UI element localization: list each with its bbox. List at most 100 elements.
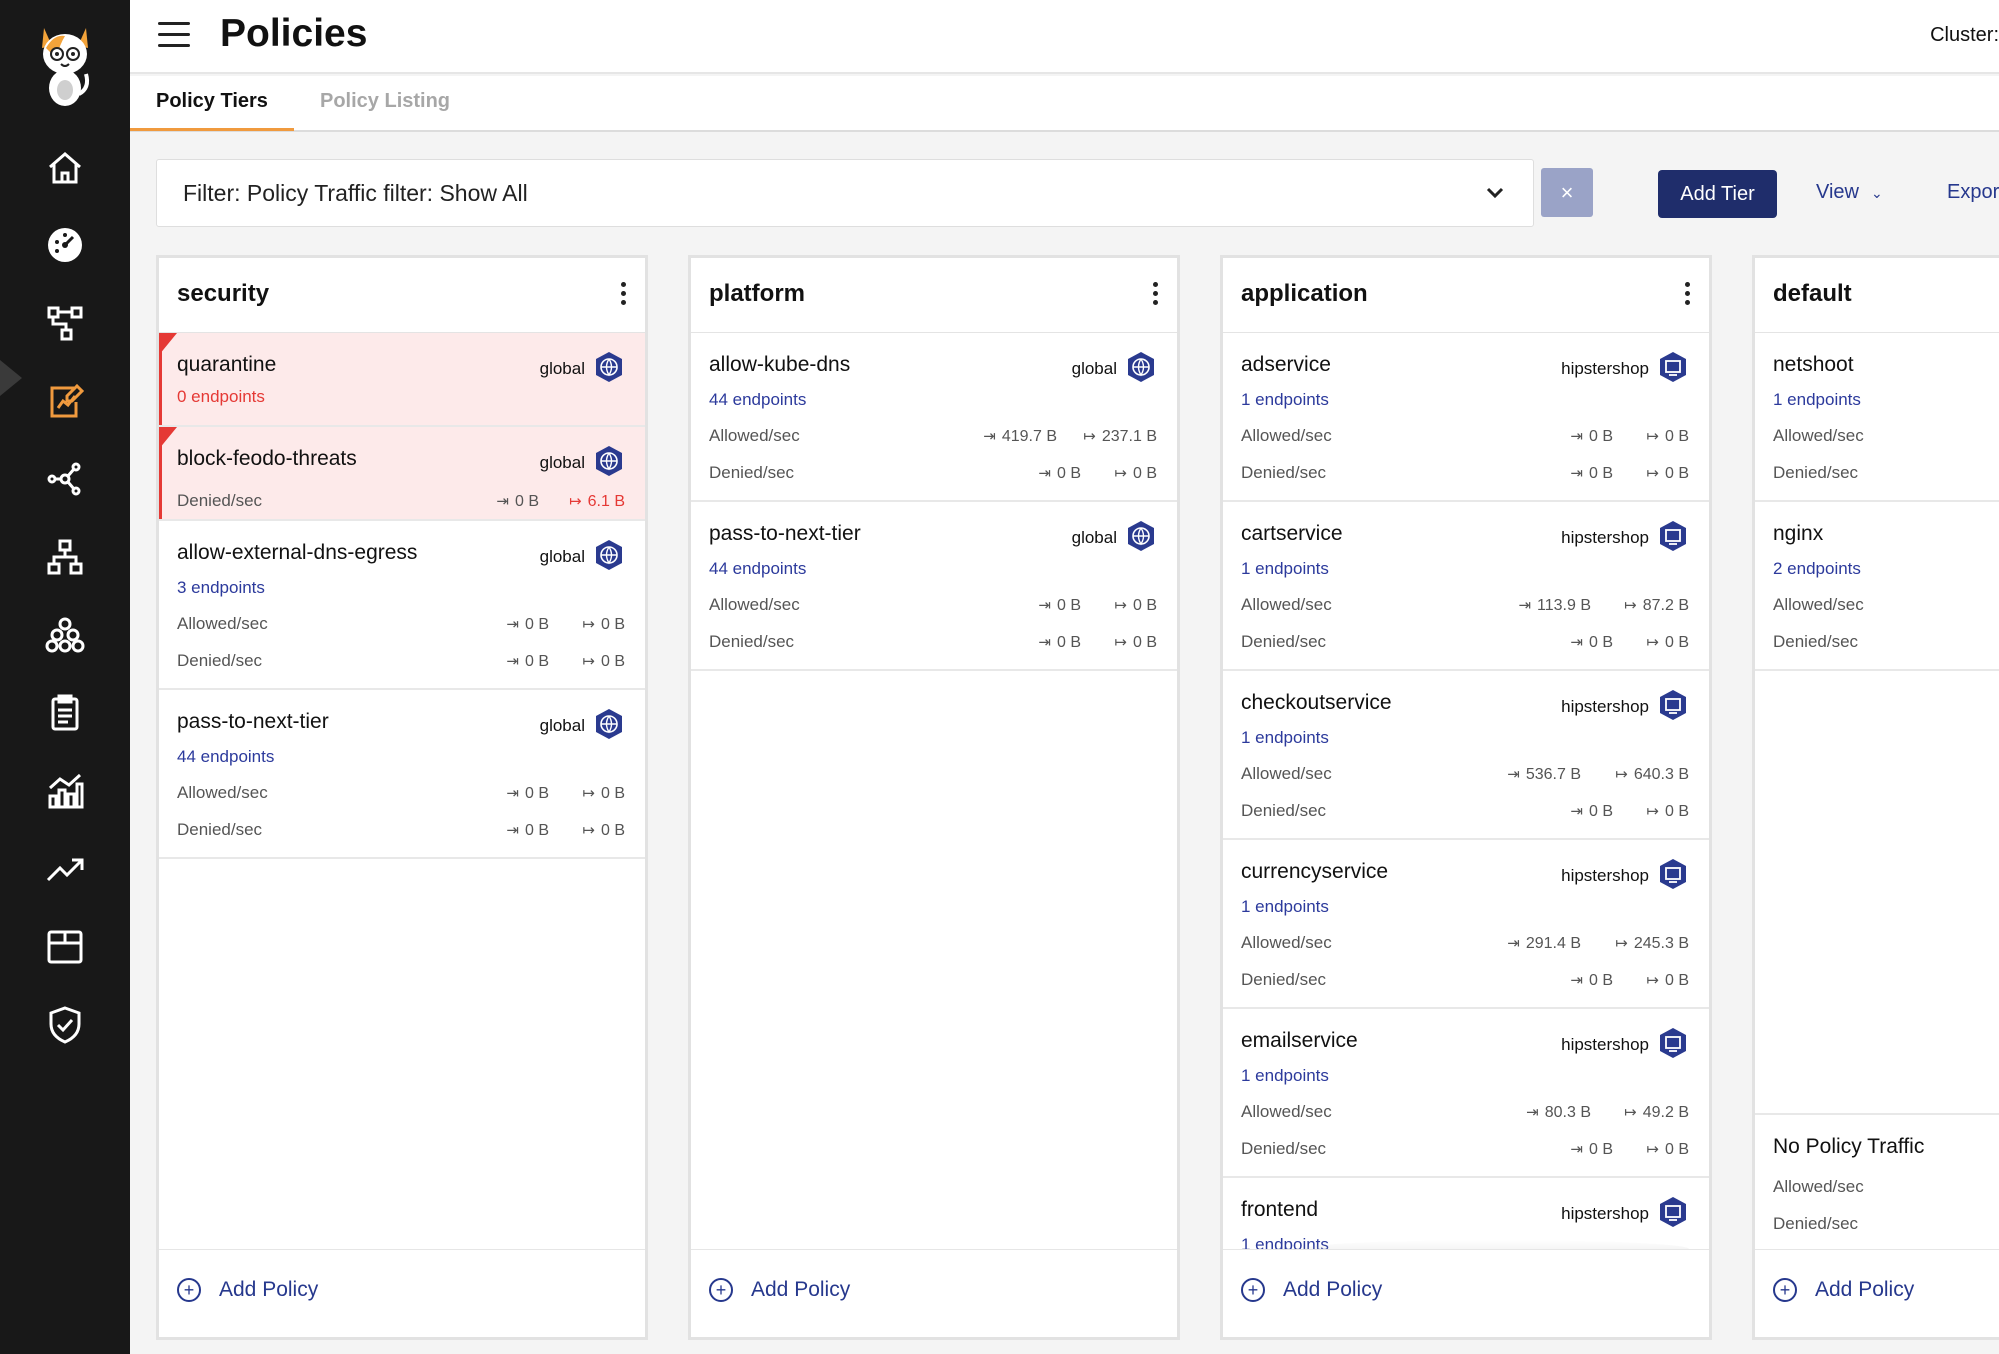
nav-analytics-icon[interactable]: [40, 766, 90, 816]
nav-active-notch: [0, 360, 22, 396]
policy-name: adservice: [1241, 353, 1331, 376]
add-policy-button[interactable]: + Add Policy: [709, 1278, 850, 1302]
policy-card-nginx[interactable]: nginx 2 endpoints Allowed/sec Denied/sec: [1755, 502, 1999, 671]
egress-arrow-icon: ↦: [582, 616, 595, 633]
policy-endpoints[interactable]: 1 endpoints: [1241, 1066, 1329, 1085]
ingress-arrow-icon: ⇥: [506, 785, 519, 802]
policy-namespace: global: [1071, 528, 1117, 547]
policy-endpoints[interactable]: 44 endpoints: [709, 559, 807, 578]
policy-endpoints[interactable]: 2 endpoints: [1773, 559, 1861, 578]
nav-network-sets-icon[interactable]: [40, 532, 90, 582]
allowed-egress-value: ↦ 0 B: [582, 616, 625, 633]
policy-namespace: global: [1071, 359, 1117, 378]
nav-home-icon[interactable]: [40, 143, 90, 193]
policy-endpoints[interactable]: 44 endpoints: [177, 747, 275, 766]
policy-name: netshoot: [1773, 353, 1854, 376]
policy-card-netshoot[interactable]: netshoot 1 endpoints Allowed/sec Denied/…: [1755, 333, 1999, 502]
add-tier-button[interactable]: Add Tier: [1658, 170, 1777, 218]
view-dropdown-button[interactable]: View ⌄: [1816, 181, 1883, 204]
policy-card-allow-external-dns-egress[interactable]: allow-external-dns-egress global 3 endpo…: [159, 521, 645, 690]
tab-policy-tiers[interactable]: Policy Tiers: [156, 90, 268, 112]
allowed-label: Allowed/sec: [177, 614, 268, 633]
nav-packages-icon[interactable]: [40, 922, 90, 972]
namespace-icon: [1660, 352, 1686, 382]
policy-namespace: hipstershop: [1561, 528, 1649, 547]
egress-arrow-icon: ↦: [1646, 634, 1659, 651]
policy-card-cartservice[interactable]: cartservice hipstershop 1 endpoints Allo…: [1223, 502, 1709, 671]
denied-ingress-value: ⇥ 0 B: [496, 493, 539, 510]
policy-card-currencyservice[interactable]: currencyservice hipstershop 1 endpoints …: [1223, 840, 1709, 1009]
ingress-arrow-icon: ⇥: [1570, 428, 1583, 445]
nav-nodes-icon[interactable]: [40, 610, 90, 660]
denied-egress-value: ↦ 0 B: [582, 822, 625, 839]
policy-endpoints[interactable]: 1 endpoints: [1241, 559, 1329, 578]
hamburger-menu-icon[interactable]: [158, 22, 190, 48]
egress-arrow-icon: ↦: [1114, 465, 1127, 482]
traffic-filter-select[interactable]: Filter: Policy Traffic filter: Show All: [156, 159, 1534, 227]
policy-card-checkoutservice[interactable]: checkoutservice hipstershop 1 endpoints …: [1223, 671, 1709, 840]
egress-arrow-icon: ↦: [582, 653, 595, 670]
nav-compliance-icon[interactable]: [40, 688, 90, 738]
denied-label: Denied/sec: [1773, 1214, 1859, 1233]
tab-bar: Policy Tiers Policy Listing: [130, 76, 1999, 132]
policy-endpoints[interactable]: 3 endpoints: [177, 578, 265, 597]
no-policy-traffic-card: No Policy Traffic Allowed/sec Denied/sec: [1755, 1113, 1999, 1253]
nav-security-shield-icon[interactable]: [40, 1000, 90, 1050]
policy-card-emailservice[interactable]: emailservice hipstershop 1 endpoints All…: [1223, 1009, 1709, 1178]
namespace-icon: [1660, 859, 1686, 889]
policy-name: allow-kube-dns: [709, 353, 851, 376]
policy-card-pass-to-next-tier[interactable]: pass-to-next-tier global 44 endpoints Al…: [691, 502, 1177, 671]
allowed-egress-value: ↦ 0 B: [1114, 597, 1157, 614]
denied-egress-value: ↦ 0 B: [1114, 634, 1157, 651]
tier-column-security: security quarantine global 0 endpoints b…: [156, 255, 648, 1340]
egress-arrow-icon: ↦: [1646, 972, 1659, 989]
nav-endpoints-icon[interactable]: [40, 454, 90, 504]
policy-endpoints[interactable]: 1 endpoints: [1773, 390, 1861, 409]
policy-card-pass-to-next-tier[interactable]: pass-to-next-tier global 44 endpoints Al…: [159, 690, 645, 859]
ingress-arrow-icon: ⇥: [506, 653, 519, 670]
clear-filter-button[interactable]: ×: [1541, 168, 1593, 217]
denied-ingress-value: ⇥ 0 B: [1038, 465, 1081, 482]
policy-card-adservice[interactable]: adservice hipstershop 1 endpoints Allowe…: [1223, 333, 1709, 502]
add-policy-button[interactable]: + Add Policy: [1773, 1278, 1914, 1302]
add-policy-button[interactable]: + Add Policy: [1241, 1278, 1382, 1302]
policy-card-frontend[interactable]: frontend hipstershop 1 endpoints: [1223, 1178, 1709, 1258]
kebab-menu-icon[interactable]: [1683, 282, 1691, 308]
nav-service-graph-icon[interactable]: [40, 298, 90, 348]
tab-policy-listing[interactable]: Policy Listing: [320, 90, 451, 112]
kebab-menu-icon[interactable]: [1151, 282, 1159, 308]
policy-endpoints[interactable]: 1 endpoints: [1241, 897, 1329, 916]
egress-arrow-icon: ↦: [582, 785, 595, 802]
ingress-arrow-icon: ⇥: [1570, 465, 1583, 482]
allowed-label: Allowed/sec: [1773, 595, 1864, 614]
allowed-egress-value: ↦ 237.1 B: [1083, 428, 1157, 445]
nav-policies-icon[interactable]: [40, 376, 90, 426]
kebab-menu-icon[interactable]: [619, 282, 627, 308]
export-button[interactable]: Export: [1947, 181, 1999, 203]
nav-trends-icon[interactable]: [40, 844, 90, 894]
allowed-ingress-value: ⇥ 291.4 B: [1507, 935, 1581, 952]
denied-egress-value: ↦ 0 B: [1646, 1141, 1689, 1158]
egress-arrow-icon: ↦: [1646, 465, 1659, 482]
ingress-arrow-icon: ⇥: [1570, 1141, 1583, 1158]
denied-label: Denied/sec: [177, 820, 263, 839]
egress-arrow-icon: ↦: [1114, 597, 1127, 614]
policy-namespace: global: [539, 716, 585, 735]
allowed-ingress-value: ⇥ 0 B: [1570, 428, 1613, 445]
policy-endpoints[interactable]: 44 endpoints: [709, 390, 807, 409]
egress-arrow-icon: ↦: [1615, 766, 1628, 783]
nav-dashboard-icon[interactable]: [40, 220, 90, 270]
policy-endpoints[interactable]: 1 endpoints: [1241, 390, 1329, 409]
allowed-label: Allowed/sec: [1241, 933, 1332, 952]
allowed-label: Allowed/sec: [1241, 1102, 1332, 1121]
policy-card-allow-kube-dns[interactable]: allow-kube-dns global 44 endpoints Allow…: [691, 333, 1177, 502]
policy-card-quarantine[interactable]: quarantine global 0 endpoints: [159, 333, 645, 427]
policy-namespace: hipstershop: [1561, 359, 1649, 378]
policy-endpoints[interactable]: 1 endpoints: [1241, 728, 1329, 747]
denied-label: Denied/sec: [177, 651, 263, 670]
policy-name: frontend: [1241, 1198, 1319, 1221]
add-policy-button[interactable]: + Add Policy: [177, 1278, 318, 1302]
policy-card-block-feodo-threats[interactable]: block-feodo-threats global Denied/sec ⇥ 0…: [159, 427, 645, 521]
ingress-arrow-icon: ⇥: [1038, 465, 1051, 482]
tier-column-application: application adservice hipstershop 1 endp…: [1220, 255, 1712, 1340]
